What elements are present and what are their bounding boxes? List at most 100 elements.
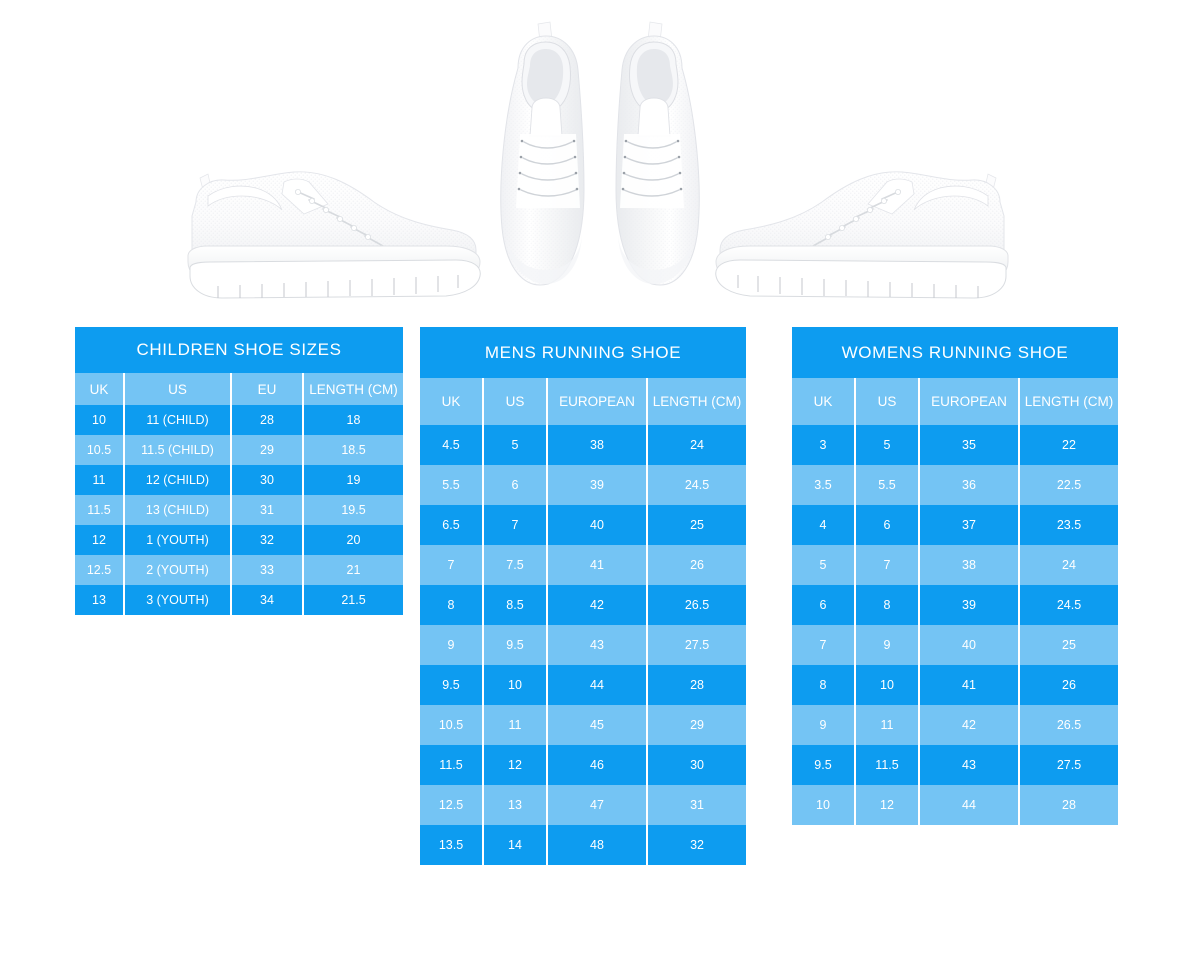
- womens-table-head: WOMENS RUNNING SHOE UK US EUROPEAN LENGT…: [792, 327, 1118, 425]
- mens-col-header-uk: UK: [420, 378, 482, 425]
- womens-col-header-length: LENGTH (CM): [1018, 378, 1118, 425]
- cell-uk: 4.5: [420, 425, 482, 465]
- cell-european: 46: [546, 745, 646, 785]
- cell-length: 24: [1018, 545, 1118, 585]
- cell-length: 28: [1018, 785, 1118, 825]
- children-col-header-eu: EU: [230, 373, 302, 405]
- cell-european: 36: [918, 465, 1018, 505]
- cell-eu: 31: [230, 495, 302, 525]
- cell-us: 1 (YOUTH): [123, 525, 230, 555]
- cell-european: 41: [546, 545, 646, 585]
- mens-col-header-length: LENGTH (CM): [646, 378, 747, 425]
- cell-european: 47: [546, 785, 646, 825]
- cell-uk: 12.5: [75, 555, 123, 585]
- womens-col-header-us: US: [854, 378, 918, 425]
- cell-us: 11.5: [854, 745, 918, 785]
- cell-us: 3 (YOUTH): [123, 585, 230, 615]
- cell-european: 39: [546, 465, 646, 505]
- cell-us: 14: [482, 825, 546, 865]
- table-row: 3.5 5.5 36 22.5: [792, 465, 1118, 505]
- womens-header-row: UK US EUROPEAN LENGTH (CM): [792, 378, 1118, 425]
- cell-uk: 3: [792, 425, 854, 465]
- cell-uk: 9.5: [420, 665, 482, 705]
- cell-eu: 29: [230, 435, 302, 465]
- cell-length: 20: [302, 525, 403, 555]
- cell-length: 21: [302, 555, 403, 585]
- table-row: 13.5 14 48 32: [420, 825, 747, 865]
- children-header-row: UK US EU LENGTH (CM): [75, 373, 403, 405]
- cell-us: 11.5 (CHILD): [123, 435, 230, 465]
- table-row: 10.5 11.5 (CHILD) 29 18.5: [75, 435, 403, 465]
- cell-us: 2 (YOUTH): [123, 555, 230, 585]
- mens-col-header-european: EUROPEAN: [546, 378, 646, 425]
- cell-us: 7: [482, 505, 546, 545]
- cell-european: 41: [918, 665, 1018, 705]
- table-row: 12.5 2 (YOUTH) 33 21: [75, 555, 403, 585]
- cell-uk: 8: [420, 585, 482, 625]
- cell-uk: 9.5: [792, 745, 854, 785]
- table-row: 6.5 7 40 25: [420, 505, 747, 545]
- mens-table-title: MENS RUNNING SHOE: [420, 327, 747, 378]
- cell-length: 26.5: [1018, 705, 1118, 745]
- cell-uk: 7: [420, 545, 482, 585]
- cell-uk: 5.5: [420, 465, 482, 505]
- cell-us: 10: [854, 665, 918, 705]
- womens-table-title: WOMENS RUNNING SHOE: [792, 327, 1118, 378]
- cell-length: 21.5: [302, 585, 403, 615]
- cell-us: 5: [482, 425, 546, 465]
- cell-uk: 13.5: [420, 825, 482, 865]
- cell-eu: 34: [230, 585, 302, 615]
- mens-table-body: 4.5 5 38 24 5.5 6 39 24.5 6.5 7 40 25 7 …: [420, 425, 747, 865]
- table-row: 4.5 5 38 24: [420, 425, 747, 465]
- table-row: 8 10 41 26: [792, 665, 1118, 705]
- cell-european: 42: [546, 585, 646, 625]
- cell-european: 38: [546, 425, 646, 465]
- cell-length: 24.5: [646, 465, 747, 505]
- cell-length: 31: [646, 785, 747, 825]
- cell-uk: 12: [75, 525, 123, 555]
- cell-us: 12: [854, 785, 918, 825]
- cell-us: 11: [854, 705, 918, 745]
- cell-length: 25: [646, 505, 747, 545]
- cell-length: 24: [646, 425, 747, 465]
- cell-european: 45: [546, 705, 646, 745]
- cell-uk: 6: [792, 585, 854, 625]
- cell-us: 11 (CHILD): [123, 405, 230, 435]
- cell-european: 40: [546, 505, 646, 545]
- cell-us: 7.5: [482, 545, 546, 585]
- children-size-table: CHILDREN SHOE SIZES UK US EU LENGTH (CM)…: [75, 327, 403, 615]
- womens-col-header-european: EUROPEAN: [918, 378, 1018, 425]
- shoe-right-side-view: [706, 158, 1018, 318]
- cell-uk: 11.5: [75, 495, 123, 525]
- mens-header-row: UK US EUROPEAN LENGTH (CM): [420, 378, 747, 425]
- table-row: 13 3 (YOUTH) 34 21.5: [75, 585, 403, 615]
- cell-uk: 3.5: [792, 465, 854, 505]
- shoe-pair-top-view: [480, 8, 720, 300]
- table-row: 11.5 12 46 30: [420, 745, 747, 785]
- children-col-header-length: LENGTH (CM): [302, 373, 403, 405]
- cell-us: 8.5: [482, 585, 546, 625]
- mens-col-header-us: US: [482, 378, 546, 425]
- cell-european: 44: [918, 785, 1018, 825]
- children-table-head: CHILDREN SHOE SIZES UK US EU LENGTH (CM): [75, 327, 403, 405]
- womens-col-header-uk: UK: [792, 378, 854, 425]
- table-row: 10 12 44 28: [792, 785, 1118, 825]
- table-row: 3 5 35 22: [792, 425, 1118, 465]
- cell-us: 9.5: [482, 625, 546, 665]
- table-row: 5 7 38 24: [792, 545, 1118, 585]
- cell-european: 38: [918, 545, 1018, 585]
- cell-european: 44: [546, 665, 646, 705]
- table-row: 7 7.5 41 26: [420, 545, 747, 585]
- cell-length: 29: [646, 705, 747, 745]
- cell-uk: 10: [792, 785, 854, 825]
- shoe-left-side-view: [178, 158, 490, 318]
- cell-length: 26: [1018, 665, 1118, 705]
- cell-us: 13 (CHILD): [123, 495, 230, 525]
- cell-length: 25: [1018, 625, 1118, 665]
- table-row: 9 9.5 43 27.5: [420, 625, 747, 665]
- cell-length: 18: [302, 405, 403, 435]
- cell-us: 8: [854, 585, 918, 625]
- cell-uk: 10: [75, 405, 123, 435]
- children-table-title: CHILDREN SHOE SIZES: [75, 327, 403, 373]
- cell-length: 27.5: [646, 625, 747, 665]
